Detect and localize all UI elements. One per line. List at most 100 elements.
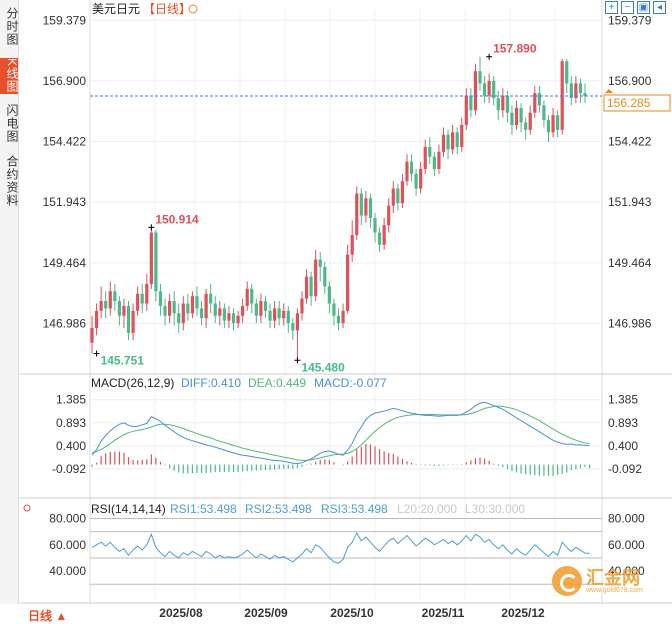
candle-body xyxy=(236,315,240,324)
candle-body xyxy=(400,181,405,204)
candle-body xyxy=(396,188,400,204)
rsi-ytick-left: 40.000 xyxy=(49,564,86,578)
candle-body xyxy=(574,83,578,99)
sidebar-tab-3[interactable]: 合约资料 xyxy=(5,155,19,207)
candle-body xyxy=(455,132,459,147)
candle-body xyxy=(578,83,583,94)
candle-body xyxy=(542,105,546,121)
macd-diff-line xyxy=(91,401,590,465)
candle-body xyxy=(533,93,537,113)
candle-body xyxy=(419,168,423,189)
candle-body xyxy=(250,288,254,304)
candle-body xyxy=(482,83,487,96)
sidebar-tab-1[interactable]: K线图 xyxy=(0,58,19,94)
candle-body xyxy=(336,315,341,324)
rsi-legend-l20: L20:20.000 xyxy=(397,502,457,516)
candle-body xyxy=(163,305,167,316)
candle-body xyxy=(94,310,99,328)
candle-body xyxy=(122,305,126,316)
candle-body xyxy=(277,308,281,319)
candle-body xyxy=(428,146,432,157)
candle-body xyxy=(136,293,140,311)
price-ytick-right: 154.422 xyxy=(608,135,652,149)
candle-body xyxy=(245,288,249,306)
rsi-ytick-left: 80.000 xyxy=(49,512,86,526)
candle-body xyxy=(487,80,491,96)
collapse-icon[interactable]: − xyxy=(621,1,634,14)
candle-body xyxy=(387,205,391,226)
gear-icon xyxy=(23,504,31,512)
candle-body xyxy=(227,313,231,321)
chart-type-icon[interactable]: ▣ xyxy=(637,1,650,14)
price-ytick-left: 159.379 xyxy=(43,13,87,27)
candle-body xyxy=(405,161,409,182)
macd-legend-macd: MACD:-0.077 xyxy=(314,376,387,390)
candle-body xyxy=(254,303,258,316)
candle-body xyxy=(304,276,309,299)
candle-body xyxy=(469,95,473,111)
candle-body xyxy=(519,107,523,123)
candle-body xyxy=(282,310,286,319)
candle-body xyxy=(464,95,468,125)
candle-body xyxy=(460,124,464,147)
candle-body xyxy=(350,235,354,255)
candle-body xyxy=(131,310,135,333)
candle-body xyxy=(473,71,478,111)
candle-body xyxy=(569,83,573,99)
macd-dea-line xyxy=(91,405,590,461)
candle-body xyxy=(209,293,213,304)
candle-body xyxy=(218,308,222,316)
price-ytick-left: 149.464 xyxy=(43,256,87,270)
candle-body xyxy=(346,254,350,311)
candle-body xyxy=(441,134,446,152)
candle-body xyxy=(437,151,441,169)
candle-body xyxy=(158,291,163,306)
candle-body xyxy=(492,80,496,99)
candle-body xyxy=(373,217,377,233)
back-icon[interactable]: ◂ xyxy=(653,1,666,14)
macd-legend-dea: DEA:0.449 xyxy=(248,376,306,390)
sidebar-tab-2[interactable]: 闪电图 xyxy=(5,103,19,143)
rsi-legend-rsi1: RSI1:53.498 xyxy=(170,502,237,516)
sidebar-tab-0[interactable]: 分时图 xyxy=(5,6,19,46)
candle-body xyxy=(478,71,482,84)
watermark: 汇金网 www.gold678.com xyxy=(552,566,643,596)
macd-legend-diff: DIFF:0.410 xyxy=(181,376,241,390)
candle-body xyxy=(145,283,149,304)
rsi-ytick-left: 60.000 xyxy=(49,538,86,552)
candle-body xyxy=(355,193,359,236)
price-ytick-right: 156.900 xyxy=(608,74,652,88)
candle-body xyxy=(341,310,345,324)
candle-body xyxy=(391,188,395,206)
period-select-button[interactable]: 日线 ▲ xyxy=(28,609,68,623)
candle-body xyxy=(272,308,277,321)
rsi-legend-l30: L30:30.000 xyxy=(465,502,525,516)
candle-body xyxy=(496,98,500,111)
annotation-high-label: 150.914 xyxy=(155,212,199,226)
rsi-legend-rsi2: RSI2:53.498 xyxy=(245,502,312,516)
candle-body xyxy=(300,298,304,314)
candle-body xyxy=(213,303,217,316)
annotation-low-label: 145.751 xyxy=(101,354,145,368)
rsi-ytick-right: 80.000 xyxy=(608,512,645,526)
header-symbol: 美元日元 xyxy=(92,2,140,16)
macd-ytick-left: 0.400 xyxy=(56,439,86,453)
candle-body xyxy=(359,193,363,216)
expand-icon[interactable]: + xyxy=(605,1,618,14)
macd-ytick-left: 1.385 xyxy=(56,393,86,407)
candle-body xyxy=(268,310,272,321)
candle-body xyxy=(286,310,290,324)
candle-body xyxy=(222,308,226,321)
rsi-ytick-right: 40.000 xyxy=(608,564,645,578)
candle-body xyxy=(524,122,528,130)
candle-body xyxy=(108,291,112,309)
macd-ytick-right: 0.400 xyxy=(608,439,638,453)
candle-body xyxy=(556,115,560,130)
candle-body xyxy=(291,323,295,331)
rsi-line xyxy=(91,531,590,564)
rsi-ytick-right: 60.000 xyxy=(608,538,645,552)
current-price-tag xyxy=(603,94,671,112)
x-axis-label: 2025/08 xyxy=(159,606,203,620)
candle-body xyxy=(241,305,245,316)
candle-body xyxy=(364,198,368,216)
